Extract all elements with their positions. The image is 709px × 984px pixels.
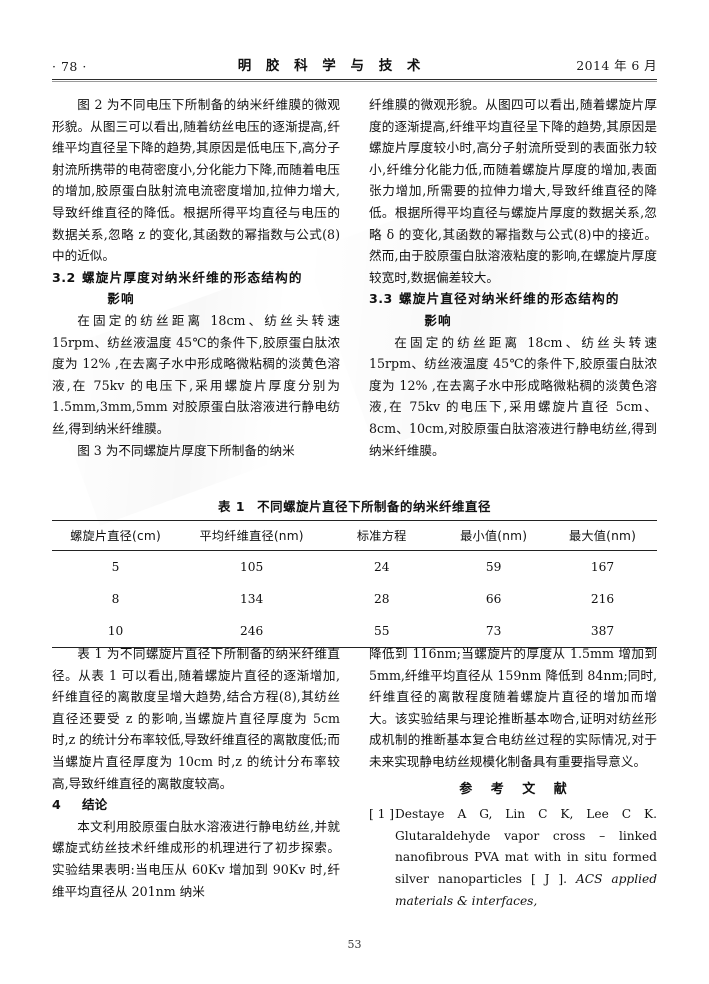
running-head: · 78 · 明 胶 科 学 与 技 术 2014 年 6 月 [52, 48, 657, 74]
section-number: 4 [52, 797, 61, 813]
section-heading-3-2: 3.2 螺旋片厚度对纳米纤维的形态结构的 影响 [52, 267, 340, 310]
table-cell: 24 [373, 560, 390, 574]
reference-number: [ 1 ] [369, 807, 395, 822]
section-title: 结论 [82, 797, 108, 813]
journal-title: 明 胶 科 学 与 技 术 [237, 58, 426, 74]
column-right-lower: 降低到 116nm;当螺旋片的厚度从 1.5mm 增加到 5mm,纤维平均直径从… [369, 643, 657, 912]
column-header: 标准方程 [324, 520, 440, 551]
table-header-row: 螺旋片直径(cm) 平均纤维直径(nm) 标准方程 最小值(nm) 最大值(nm… [52, 520, 657, 551]
section-title-continued: 影响 [107, 291, 135, 307]
table-cell: 5 [111, 560, 120, 574]
paragraph: 图 3 为不同螺旋片厚度下所制备的纳米 [77, 442, 295, 458]
reference-text: Destaye A G, Lin C K, Lee C K. Glutarald… [395, 804, 657, 912]
table-caption: 表 1 不同螺旋片直径下所制备的纳米纤维直径 [52, 497, 657, 515]
column-right-upper: 纤维膜的微观形貌。从图四可以看出,随着螺旋片厚度的逐渐提高,纤维平均直径呈下降的… [369, 94, 657, 461]
reference-text-italic: ACS applied materials & interfaces, [395, 871, 658, 908]
table-body: 5 105 24 59 167 8 134 28 66 216 10 246 5… [52, 551, 657, 648]
table-row: 5 105 24 59 167 [52, 551, 657, 584]
table-cell: 167 [590, 560, 615, 574]
column-left-upper: 图 2 为不同电压下所制备的纳米纤维膜的微观形貌。从图三可以看出,随着纺丝电压的… [52, 94, 340, 461]
paragraph: 表 1 为不同螺旋片直径下所制备的纳米纤维直径。从表 1 可以看出,随着螺旋片直… [52, 646, 340, 791]
paragraph: 降低到 116nm;当螺旋片的厚度从 1.5mm 增加到 5mm,纤维平均直径从… [369, 646, 657, 769]
table-cell: 216 [590, 592, 615, 606]
table-cell: 10 [52, 615, 180, 648]
paragraph: 在固定的纺丝距离 18cm、纺丝头转速 15rpm、纺丝液温度 45℃的条件下,… [52, 312, 340, 436]
column-header: 螺旋片直径(cm) [52, 520, 180, 551]
table-cell: 246 [179, 615, 325, 648]
table-cell: 134 [240, 592, 264, 606]
paragraph: 本文利用胶原蛋白肽水溶液进行静电纺丝,并就螺旋式纺丝技术纤维成形的机理进行了初步… [52, 818, 340, 899]
table-caption-number: 表 1 [218, 499, 246, 514]
column-header: 最大值(nm) [548, 520, 657, 551]
header-folio-left: · 78 · [52, 59, 87, 74]
table-cell: 105 [240, 560, 264, 574]
section-title-continued: 影响 [424, 312, 452, 328]
paragraph: 在固定的纺丝距离 18cm、纺丝头转速 15rpm、纺丝液温度 45℃的条件下,… [369, 334, 657, 458]
table-cell: 8 [111, 592, 120, 606]
column-header: 最小值(nm) [439, 520, 549, 551]
column-left-lower: 表 1 为不同螺旋片直径下所制备的纳米纤维直径。从表 1 可以看出,随着螺旋片直… [52, 643, 340, 902]
reference-text-plain: Destaye A G, Lin C K, Lee C K. Glutarald… [395, 807, 657, 886]
section-heading-4: 4 结论 [52, 794, 340, 816]
paragraph: 图 2 为不同电压下所制备的纳米纤维膜的微观形貌。从图三可以看出,随着纺丝电压的… [52, 97, 340, 264]
table-cell: 28 [373, 592, 390, 606]
table-row: 10 246 55 73 387 [52, 615, 657, 648]
table-fiber-diameter: 螺旋片直径(cm) 平均纤维直径(nm) 标准方程 最小值(nm) 最大值(nm… [52, 520, 657, 648]
table-row: 8 134 28 66 216 [52, 583, 657, 615]
header-rule [52, 79, 657, 83]
table-cell: 73 [439, 615, 549, 648]
table-header: 螺旋片直径(cm) 平均纤维直径(nm) 标准方程 最小值(nm) 最大值(nm… [52, 520, 657, 551]
header-issue-date: 2014 年 6 月 [576, 58, 657, 73]
section-title: 螺旋片厚度对纳米纤维的形态结构的 [82, 269, 303, 285]
paragraph: 纤维膜的微观形貌。从图四可以看出,随着螺旋片厚度的逐渐提高,纤维平均直径呈下降的… [369, 97, 657, 285]
section-heading-3-3: 3.3 螺旋片直径对纳米纤维的形态结构的 影响 [369, 288, 657, 331]
section-number: 3.2 [52, 269, 76, 285]
column-header: 平均纤维直径(nm) [179, 520, 325, 551]
page-number-footer: 53 [347, 938, 362, 951]
table-cell: 387 [548, 615, 657, 648]
table-caption-text: 不同螺旋片直径下所制备的纳米纤维直径 [257, 499, 491, 514]
section-number: 3.3 [369, 291, 393, 307]
table-cell: 55 [324, 615, 440, 648]
references-heading: 参 考 文 献 [459, 781, 574, 797]
table-cell: 59 [485, 560, 502, 574]
table-cell: 66 [485, 592, 502, 606]
reference-item: [ 1 ] Destaye A G, Lin C K, Lee C K. Glu… [369, 804, 657, 912]
section-title: 螺旋片直径对纳米纤维的形态结构的 [399, 291, 620, 307]
table-1-block: 表 1 不同螺旋片直径下所制备的纳米纤维直径 螺旋片直径(cm) 平均纤维直径(n… [52, 497, 657, 648]
